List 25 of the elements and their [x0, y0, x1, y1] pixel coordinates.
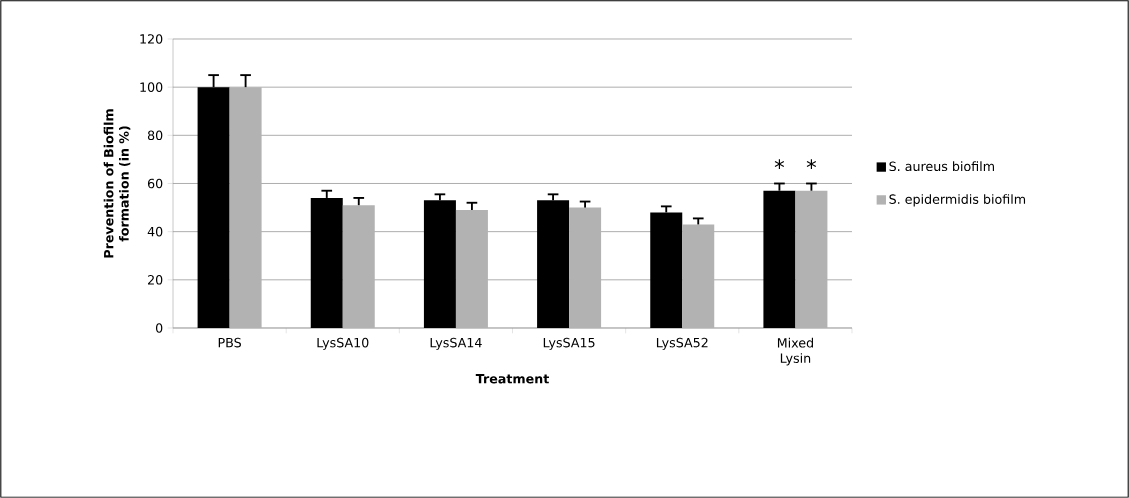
x-tick-label: LysSA52	[656, 337, 708, 350]
bar	[569, 207, 602, 328]
y-tick-label: 20	[147, 275, 163, 285]
bar	[455, 209, 488, 328]
x-tick-label: LysSA10	[317, 337, 369, 350]
x-tick-label: PBS	[218, 337, 241, 348]
annotation: *	[806, 159, 817, 169]
legend-label: S. aureus biofilm	[889, 161, 994, 172]
bar	[342, 205, 375, 328]
x-axis-title: Treatment	[475, 374, 549, 384]
x-tick-label: LysSA15	[543, 337, 595, 350]
bar	[229, 87, 262, 328]
y-tick-label: 80	[147, 130, 163, 141]
y-tick-label: 120	[140, 34, 163, 44]
y-tick-label: 0	[155, 323, 163, 333]
y-tick-label: 40	[147, 226, 163, 237]
legend-label: S. epidermidis biofilm	[889, 194, 1026, 207]
y-tick-label: 100	[140, 82, 163, 92]
y-tick-label: 60	[147, 178, 163, 189]
x-tick-label: Mixed Lysin	[777, 337, 813, 366]
bar	[795, 190, 828, 328]
x-tick-label: LysSA14	[430, 337, 482, 350]
y-axis-title: Prevention of Biofilm formation (in %)	[103, 109, 131, 258]
bar	[682, 224, 715, 328]
annotation: *	[774, 159, 785, 169]
